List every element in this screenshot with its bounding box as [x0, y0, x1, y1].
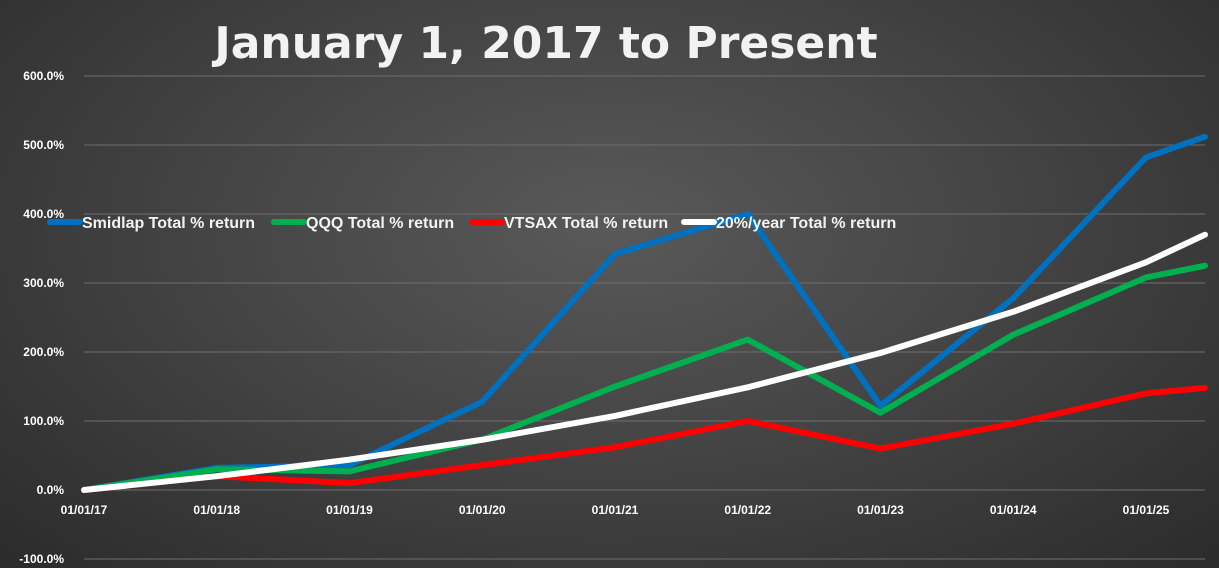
x-tick-label: 01/01/19: [326, 503, 373, 517]
legend: Smidlap Total % return QQQ Total % return…: [47, 215, 896, 232]
x-tick-label: 01/01/23: [857, 503, 904, 517]
y-axis-ticks: -100.0% 0.0% 100.0% 200.0% 300.0% 400.0% 500.0…: [19, 69, 64, 566]
y-tick-label: 0.0%: [37, 483, 65, 497]
y-tick-label: 400.0%: [23, 207, 64, 221]
series-line: [81, 262, 1208, 493]
x-axis-ticks: 01/01/17 01/01/18 01/01/19 01/01/20 01/01/21…: [61, 503, 1170, 517]
legend-label: QQQ Total % return: [306, 215, 454, 232]
y-tick-label: 500.0%: [23, 138, 64, 152]
x-tick-label: 01/01/22: [724, 503, 771, 517]
legend-label: Smidlap Total % return: [82, 215, 255, 232]
y-tick-label: -100.0%: [19, 552, 64, 566]
x-tick-label: 01/01/21: [592, 503, 639, 517]
legend-label: 20%/year Total % return: [716, 215, 896, 232]
x-tick-label: 01/01/20: [459, 503, 506, 517]
y-tick-label: 300.0%: [23, 276, 64, 290]
x-tick-label: 01/01/17: [61, 503, 108, 517]
series-line: [81, 384, 1208, 493]
x-tick-label: 01/01/24: [990, 503, 1037, 517]
y-tick-label: 600.0%: [23, 69, 64, 83]
y-tick-label: 100.0%: [23, 414, 64, 428]
x-tick-label: 01/01/25: [1123, 503, 1170, 517]
x-tick-label: 01/01/18: [193, 503, 240, 517]
gridlines: [84, 75, 1205, 560]
series-line: [81, 133, 1208, 493]
series-line: [81, 231, 1208, 493]
series-lines: [81, 133, 1208, 493]
y-tick-label: 200.0%: [23, 345, 64, 359]
chart-title: January 1, 2017 to Present: [211, 18, 877, 69]
legend-label: VTSAX Total % return: [504, 215, 668, 232]
